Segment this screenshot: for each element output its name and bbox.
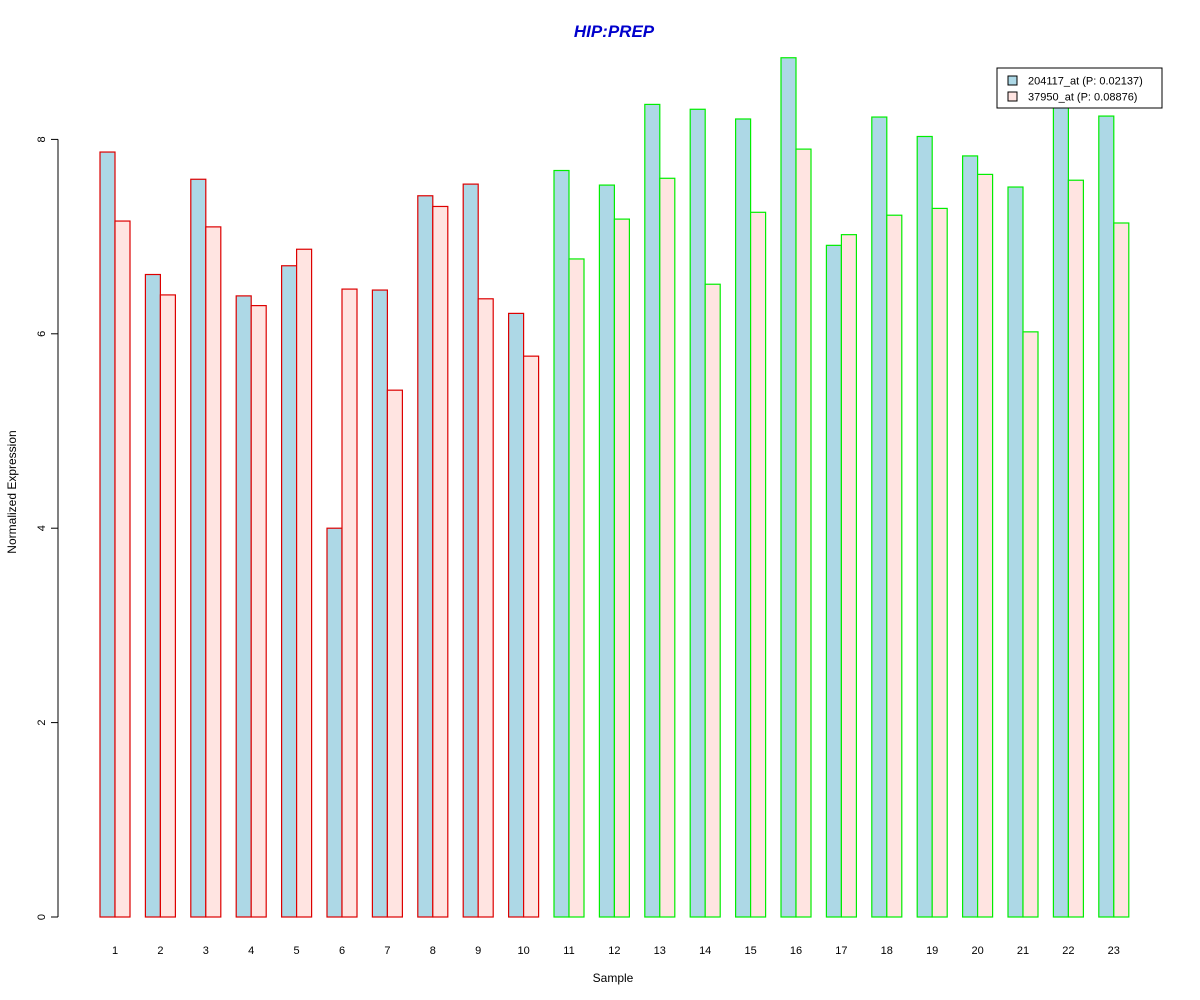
bar-series1-sample-17 xyxy=(825,244,843,918)
y-tick-label: 6 xyxy=(36,331,48,337)
bar-series2-sample-19 xyxy=(931,207,948,918)
x-tick-label: 2 xyxy=(157,945,163,957)
bar-series1-sample-2 xyxy=(144,273,161,918)
bar-series1-sample-12 xyxy=(598,184,616,918)
bar-series1-sample-14 xyxy=(689,108,706,918)
y-axis: 0 2 4 6 8 xyxy=(36,136,59,920)
bar-series2-sample-1 xyxy=(114,220,131,918)
x-tick-label: 16 xyxy=(790,945,802,957)
bar-series2-sample-16 xyxy=(795,148,812,918)
bar-series2-sample-14 xyxy=(704,283,721,918)
y-tick-label: 0 xyxy=(36,914,48,920)
x-tick-label: 8 xyxy=(430,945,436,957)
bars-layer xyxy=(99,57,1130,918)
bar-series1-sample-19 xyxy=(916,135,933,918)
x-axis-title: Sample xyxy=(593,971,634,985)
x-tick-label: 10 xyxy=(517,945,529,957)
bar-series1-sample-11 xyxy=(553,169,570,918)
bar-series1-sample-15 xyxy=(734,118,752,918)
bar-series2-sample-8 xyxy=(432,205,449,918)
x-tick-label: 6 xyxy=(339,945,345,957)
y-tick-label: 4 xyxy=(36,525,48,531)
x-tick-label: 15 xyxy=(744,945,756,957)
bar-series2-sample-5 xyxy=(296,248,313,918)
bar-series1-sample-13 xyxy=(644,103,661,918)
bar-series2-sample-6 xyxy=(341,288,358,918)
x-tick-label: 13 xyxy=(654,945,666,957)
x-tick-label: 7 xyxy=(384,945,390,957)
x-tick-label: 18 xyxy=(881,945,893,957)
bar-series1-sample-23 xyxy=(1098,115,1115,918)
bar-series2-sample-13 xyxy=(659,177,676,918)
x-tick-label: 3 xyxy=(203,945,209,957)
bar-series1-sample-7 xyxy=(371,289,388,918)
x-tick-labels: 1 2 3 4 5 6 7 8 9 10 11 12 13 14 15 16 17 18 19 20 21 22 23 xyxy=(112,945,1120,957)
x-tick-label: 14 xyxy=(699,945,711,957)
x-tick-label: 1 xyxy=(112,945,118,957)
legend-swatch xyxy=(1007,91,1018,102)
bar-series1-sample-16 xyxy=(780,57,797,918)
x-tick-label: 23 xyxy=(1108,945,1120,957)
bar-series2-sample-11 xyxy=(568,258,585,918)
legend-label: 37950_at (P: 0.08876) xyxy=(1028,92,1137,104)
bar-series1-sample-3 xyxy=(190,178,207,918)
chart-title: HIP:PREP xyxy=(574,22,655,41)
bar-series2-sample-10 xyxy=(522,355,540,918)
bar-series2-sample-3 xyxy=(205,226,222,918)
bar-series1-sample-21 xyxy=(1007,186,1024,918)
bar-series2-sample-23 xyxy=(1113,222,1130,918)
x-tick-label: 12 xyxy=(608,945,620,957)
y-axis-title: Normalized Expression xyxy=(5,430,19,553)
bar-series2-sample-20 xyxy=(976,173,994,918)
x-tick-label: 4 xyxy=(248,945,254,957)
bar-series2-sample-2 xyxy=(159,294,176,918)
legend-box xyxy=(996,67,1163,109)
y-tick-label: 8 xyxy=(36,136,48,142)
bar-series2-sample-9 xyxy=(477,298,494,918)
x-tick-label: 20 xyxy=(971,945,983,957)
x-tick-label: 5 xyxy=(294,945,300,957)
x-tick-label: 21 xyxy=(1017,945,1029,957)
x-tick-label: 19 xyxy=(926,945,938,957)
bar-series1-sample-4 xyxy=(235,295,252,918)
x-tick-label: 11 xyxy=(563,945,574,957)
bar-series1-sample-9 xyxy=(462,183,479,918)
x-tick-label: 22 xyxy=(1062,945,1074,957)
bar-series1-sample-22 xyxy=(1052,95,1070,918)
legend-swatch xyxy=(1007,75,1018,86)
bar-series1-sample-5 xyxy=(281,265,298,918)
bar-series1-sample-1 xyxy=(99,151,116,918)
bar-series2-sample-15 xyxy=(749,211,767,918)
y-tick-label: 2 xyxy=(36,720,48,726)
legend: 204117_at (P: 0.02137) 37950_at (P: 0.088… xyxy=(996,67,1163,109)
bar-series2-sample-12 xyxy=(613,218,631,918)
bar-series1-sample-18 xyxy=(871,116,888,918)
bar-series2-sample-17 xyxy=(840,234,858,918)
bar-series2-sample-21 xyxy=(1022,331,1039,918)
bar-series2-sample-22 xyxy=(1067,179,1085,918)
x-tick-label: 9 xyxy=(475,945,481,957)
bar-series2-sample-7 xyxy=(386,389,403,918)
legend-label: 204117_at (P: 0.02137) xyxy=(1028,76,1143,88)
bar-series2-sample-4 xyxy=(250,305,267,918)
bar-series1-sample-8 xyxy=(417,195,434,918)
x-tick-label: 17 xyxy=(835,945,847,957)
bar-series1-sample-10 xyxy=(508,312,525,918)
bar-series1-sample-6 xyxy=(326,527,343,918)
bar-series1-sample-20 xyxy=(961,155,979,918)
bar-series2-sample-18 xyxy=(886,214,903,918)
